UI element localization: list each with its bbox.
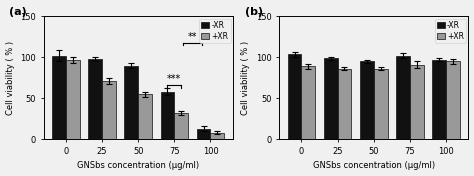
Bar (374, 69, 388, 139)
Bar (197, 129, 210, 139)
Bar (324, 58, 337, 139)
Bar (410, 65, 424, 139)
Bar (138, 94, 152, 139)
X-axis label: GNSbs concentration (μg/ml): GNSbs concentration (μg/ml) (313, 161, 435, 170)
Legend: -XR, +XR: -XR, +XR (435, 19, 466, 43)
Text: **: ** (188, 32, 197, 42)
Bar (52, 56, 66, 139)
Bar (210, 133, 224, 139)
Bar (102, 81, 116, 139)
Bar (396, 56, 410, 139)
Bar (288, 54, 301, 139)
Text: (b): (b) (245, 7, 263, 17)
Bar (88, 59, 102, 139)
Legend: -XR, +XR: -XR, +XR (199, 19, 230, 43)
Text: (a): (a) (9, 7, 27, 17)
Bar (446, 61, 460, 139)
Bar (125, 65, 138, 139)
Text: ***: *** (167, 74, 182, 84)
Bar (301, 66, 315, 139)
Bar (360, 61, 374, 139)
Bar (337, 69, 351, 139)
Bar (66, 60, 80, 139)
Y-axis label: Cell viability ( % ): Cell viability ( % ) (241, 41, 250, 115)
Y-axis label: Cell viability ( % ): Cell viability ( % ) (6, 41, 15, 115)
Bar (432, 60, 446, 139)
X-axis label: GNSbs concentration (μg/ml): GNSbs concentration (μg/ml) (77, 161, 199, 170)
Bar (174, 113, 188, 139)
Bar (161, 92, 174, 139)
